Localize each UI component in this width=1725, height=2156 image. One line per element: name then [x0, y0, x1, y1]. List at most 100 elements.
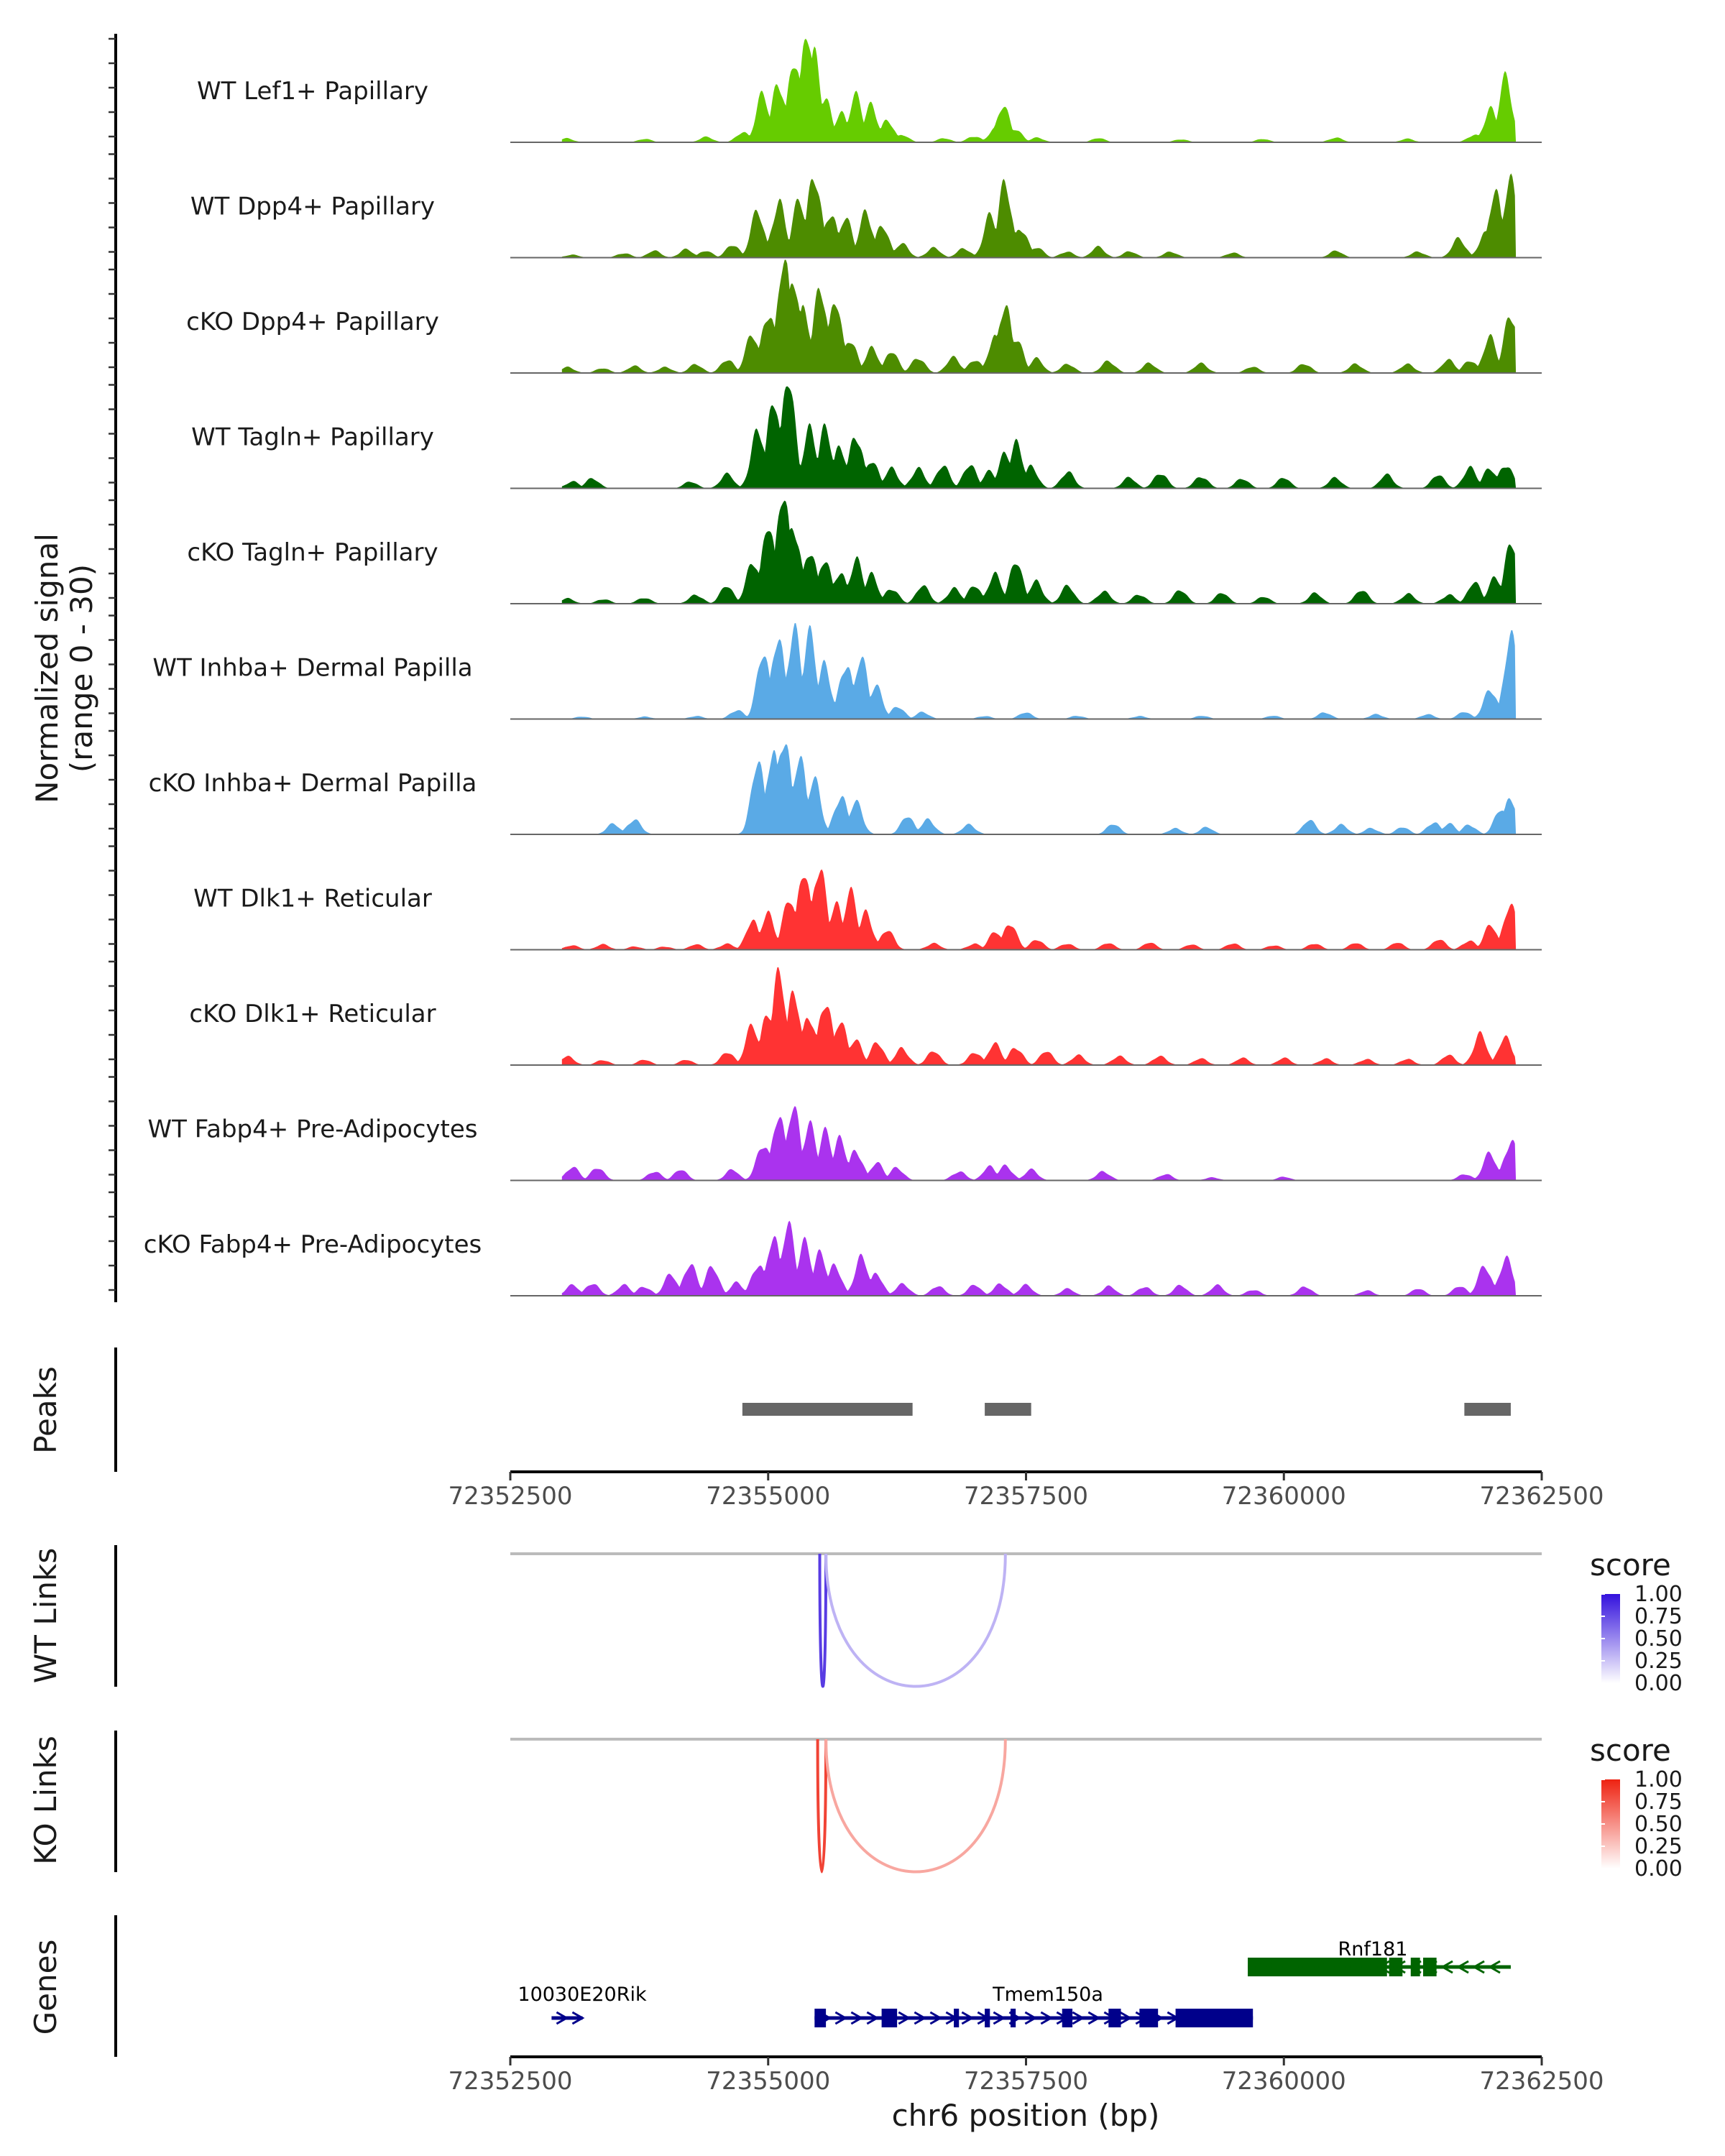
x-tick-label: 72357500: [964, 2067, 1088, 2096]
legend-tick-label: 0.00: [1634, 1856, 1683, 1881]
strand-arrow: [834, 2011, 848, 2025]
coverage-track-label: WT Dpp4+ Papillary: [190, 193, 435, 221]
coverage-signal-area: [561, 38, 1517, 142]
x-tick-label: 72357500: [964, 1482, 1088, 1511]
peak-regions: [742, 1403, 1511, 1416]
strand-arrow: [850, 2011, 864, 2025]
coverage-signal-area: [561, 386, 1517, 489]
coverage-tracks: WT Lef1+ Papillary WT Dpp4+ Papillary cKO …: [144, 38, 1542, 1296]
coverage-track: cKO Inhba+ Dermal Papilla: [149, 744, 1542, 835]
strand-arrow: [1282, 1960, 1295, 1974]
strand-arrow: [1230, 2011, 1243, 2025]
coverage-track-label: WT Tagln+ Papillary: [191, 423, 434, 452]
strand-arrow: [1151, 2011, 1164, 2025]
coverage-track: WT Lef1+ Papillary: [197, 38, 1542, 143]
strand-arrow: [556, 2011, 569, 2025]
ko-links-label: KO Links: [28, 1736, 63, 1865]
strand-arrow: [882, 2011, 896, 2025]
strand-arrow: [977, 2011, 990, 2025]
x-tick-label: 72352500: [448, 1482, 572, 1511]
strand-arrow: [1472, 1960, 1485, 1974]
coverage-track: WT Fabp4+ Pre-Adipocytes: [148, 1106, 1542, 1181]
coverage-track-label: WT Lef1+ Papillary: [197, 77, 428, 106]
gene-name-label: Rnf181: [1338, 1938, 1408, 1961]
strand-arrow: [1393, 1960, 1406, 1974]
strand-arrow: [1298, 1960, 1311, 1974]
legend-tick-label: 1.00: [1634, 1767, 1683, 1792]
coverage-y-title-line2: (range 0 - 30): [64, 564, 99, 773]
gene-exon: [1010, 2009, 1016, 2027]
coverage-signal-area: [561, 967, 1517, 1065]
legend-tick-label: 0.75: [1634, 1604, 1683, 1629]
x-axis-top: 72352500 72355000 72357500 72360000 72362500: [448, 1472, 1604, 1511]
strand-arrow: [914, 2011, 927, 2025]
legend-tick-label: 0.00: [1634, 1671, 1683, 1696]
x-tick-label: 72360000: [1222, 1482, 1346, 1511]
strand-arrow: [1056, 2011, 1070, 2025]
strand-arrow: [571, 2011, 585, 2025]
strand-arrow: [1135, 2011, 1149, 2025]
gene-name-label: Tmem150a: [992, 1984, 1103, 2006]
strand-arrow: [1330, 1960, 1343, 1974]
strand-arrow: [1440, 1960, 1453, 1974]
wt-links-arcs: [510, 1552, 1542, 1688]
coverage-panel: Normalized signal (range 0 - 30) WT Lef1…: [29, 34, 1542, 1302]
coverage-track-label: WT Fabp4+ Pre-Adipocytes: [148, 1115, 478, 1144]
strand-arrow: [1087, 2011, 1101, 2025]
peak-region-bar: [1464, 1403, 1511, 1416]
ko-legend-title: score: [1590, 1733, 1671, 1768]
gene-model: Rnf181: [1248, 1938, 1511, 1976]
coverage-track-label: cKO Inhba+ Dermal Papilla: [149, 769, 477, 798]
strand-arrow: [1251, 1960, 1264, 1974]
peak-region-bar: [742, 1403, 913, 1416]
x-tick-label: 72355000: [706, 2067, 830, 2096]
strand-arrow: [1361, 1960, 1374, 1974]
coverage-signal-area: [561, 259, 1517, 373]
coverage-track: cKO Fabp4+ Pre-Adipocytes: [144, 1220, 1542, 1296]
strand-arrow: [1024, 2011, 1038, 2025]
coverage-track-label: cKO Dlk1+ Reticular: [189, 1000, 436, 1028]
strand-arrow: [993, 2011, 1006, 2025]
x-tick-label: 72362500: [1479, 1482, 1604, 1511]
coverage-y-title-line1: Normalized signal: [29, 533, 65, 803]
ko-links-legend: score 1.000.750.500.250.00: [1590, 1733, 1683, 1881]
ko-links-panel: KO Links score 1.000.750.500.250.00: [28, 1731, 1683, 1881]
wt-links-panel: WT Links score 1.000.750.500.250.00: [28, 1545, 1683, 1696]
strand-arrow: [1072, 2011, 1085, 2025]
coverage-signal-area: [561, 869, 1517, 950]
strand-arrow: [945, 2011, 959, 2025]
legend-tick-label: 0.75: [1634, 1789, 1683, 1815]
gene-models: Rnf181 10030E20Rik Tmem150a: [518, 1938, 1511, 2027]
gene-exon: [1139, 2009, 1159, 2027]
strand-arrow: [1167, 2011, 1180, 2025]
link-arc: [816, 1738, 828, 1874]
x-tick-label: 72355000: [706, 1482, 830, 1511]
legend-tick-label: 0.50: [1634, 1812, 1683, 1837]
coverage-signal-area: [561, 1106, 1517, 1181]
x-tick-label: 72362500: [1479, 2067, 1604, 2096]
coverage-track-label: WT Inhba+ Dermal Papilla: [152, 654, 472, 683]
coverage-track: WT Dpp4+ Papillary: [190, 173, 1542, 259]
coverage-signal-area: [561, 500, 1517, 604]
x-tick-label: 72352500: [448, 2067, 572, 2096]
coverage-track: cKO Dlk1+ Reticular: [189, 967, 1542, 1066]
legend-tick-label: 0.25: [1634, 1649, 1683, 1674]
strand-arrow: [1103, 2011, 1117, 2025]
coverage-track-label: WT Dlk1+ Reticular: [193, 885, 432, 913]
coverage-track-label: cKO Tagln+ Papillary: [187, 538, 438, 567]
link-arc: [824, 1738, 1007, 1874]
peak-region-bar: [985, 1403, 1031, 1416]
wt-links-legend: score 1.000.750.500.250.00: [1590, 1547, 1683, 1696]
wt-links-label: WT Links: [28, 1548, 63, 1683]
gene-model: 10030E20Rik: [518, 1984, 647, 2025]
x-tick-label: 72360000: [1222, 2067, 1346, 2096]
link-arc: [824, 1553, 1007, 1688]
strand-arrow: [819, 2011, 832, 2025]
strand-arrow: [1425, 1960, 1438, 1974]
strand-arrow: [1008, 2011, 1022, 2025]
strand-arrow: [1182, 2011, 1196, 2025]
coverage-track-label: cKO Dpp4+ Papillary: [186, 308, 439, 336]
coverage-track-label: cKO Fabp4+ Pre-Adipocytes: [144, 1230, 482, 1259]
coverage-track: WT Tagln+ Papillary: [191, 386, 1542, 489]
